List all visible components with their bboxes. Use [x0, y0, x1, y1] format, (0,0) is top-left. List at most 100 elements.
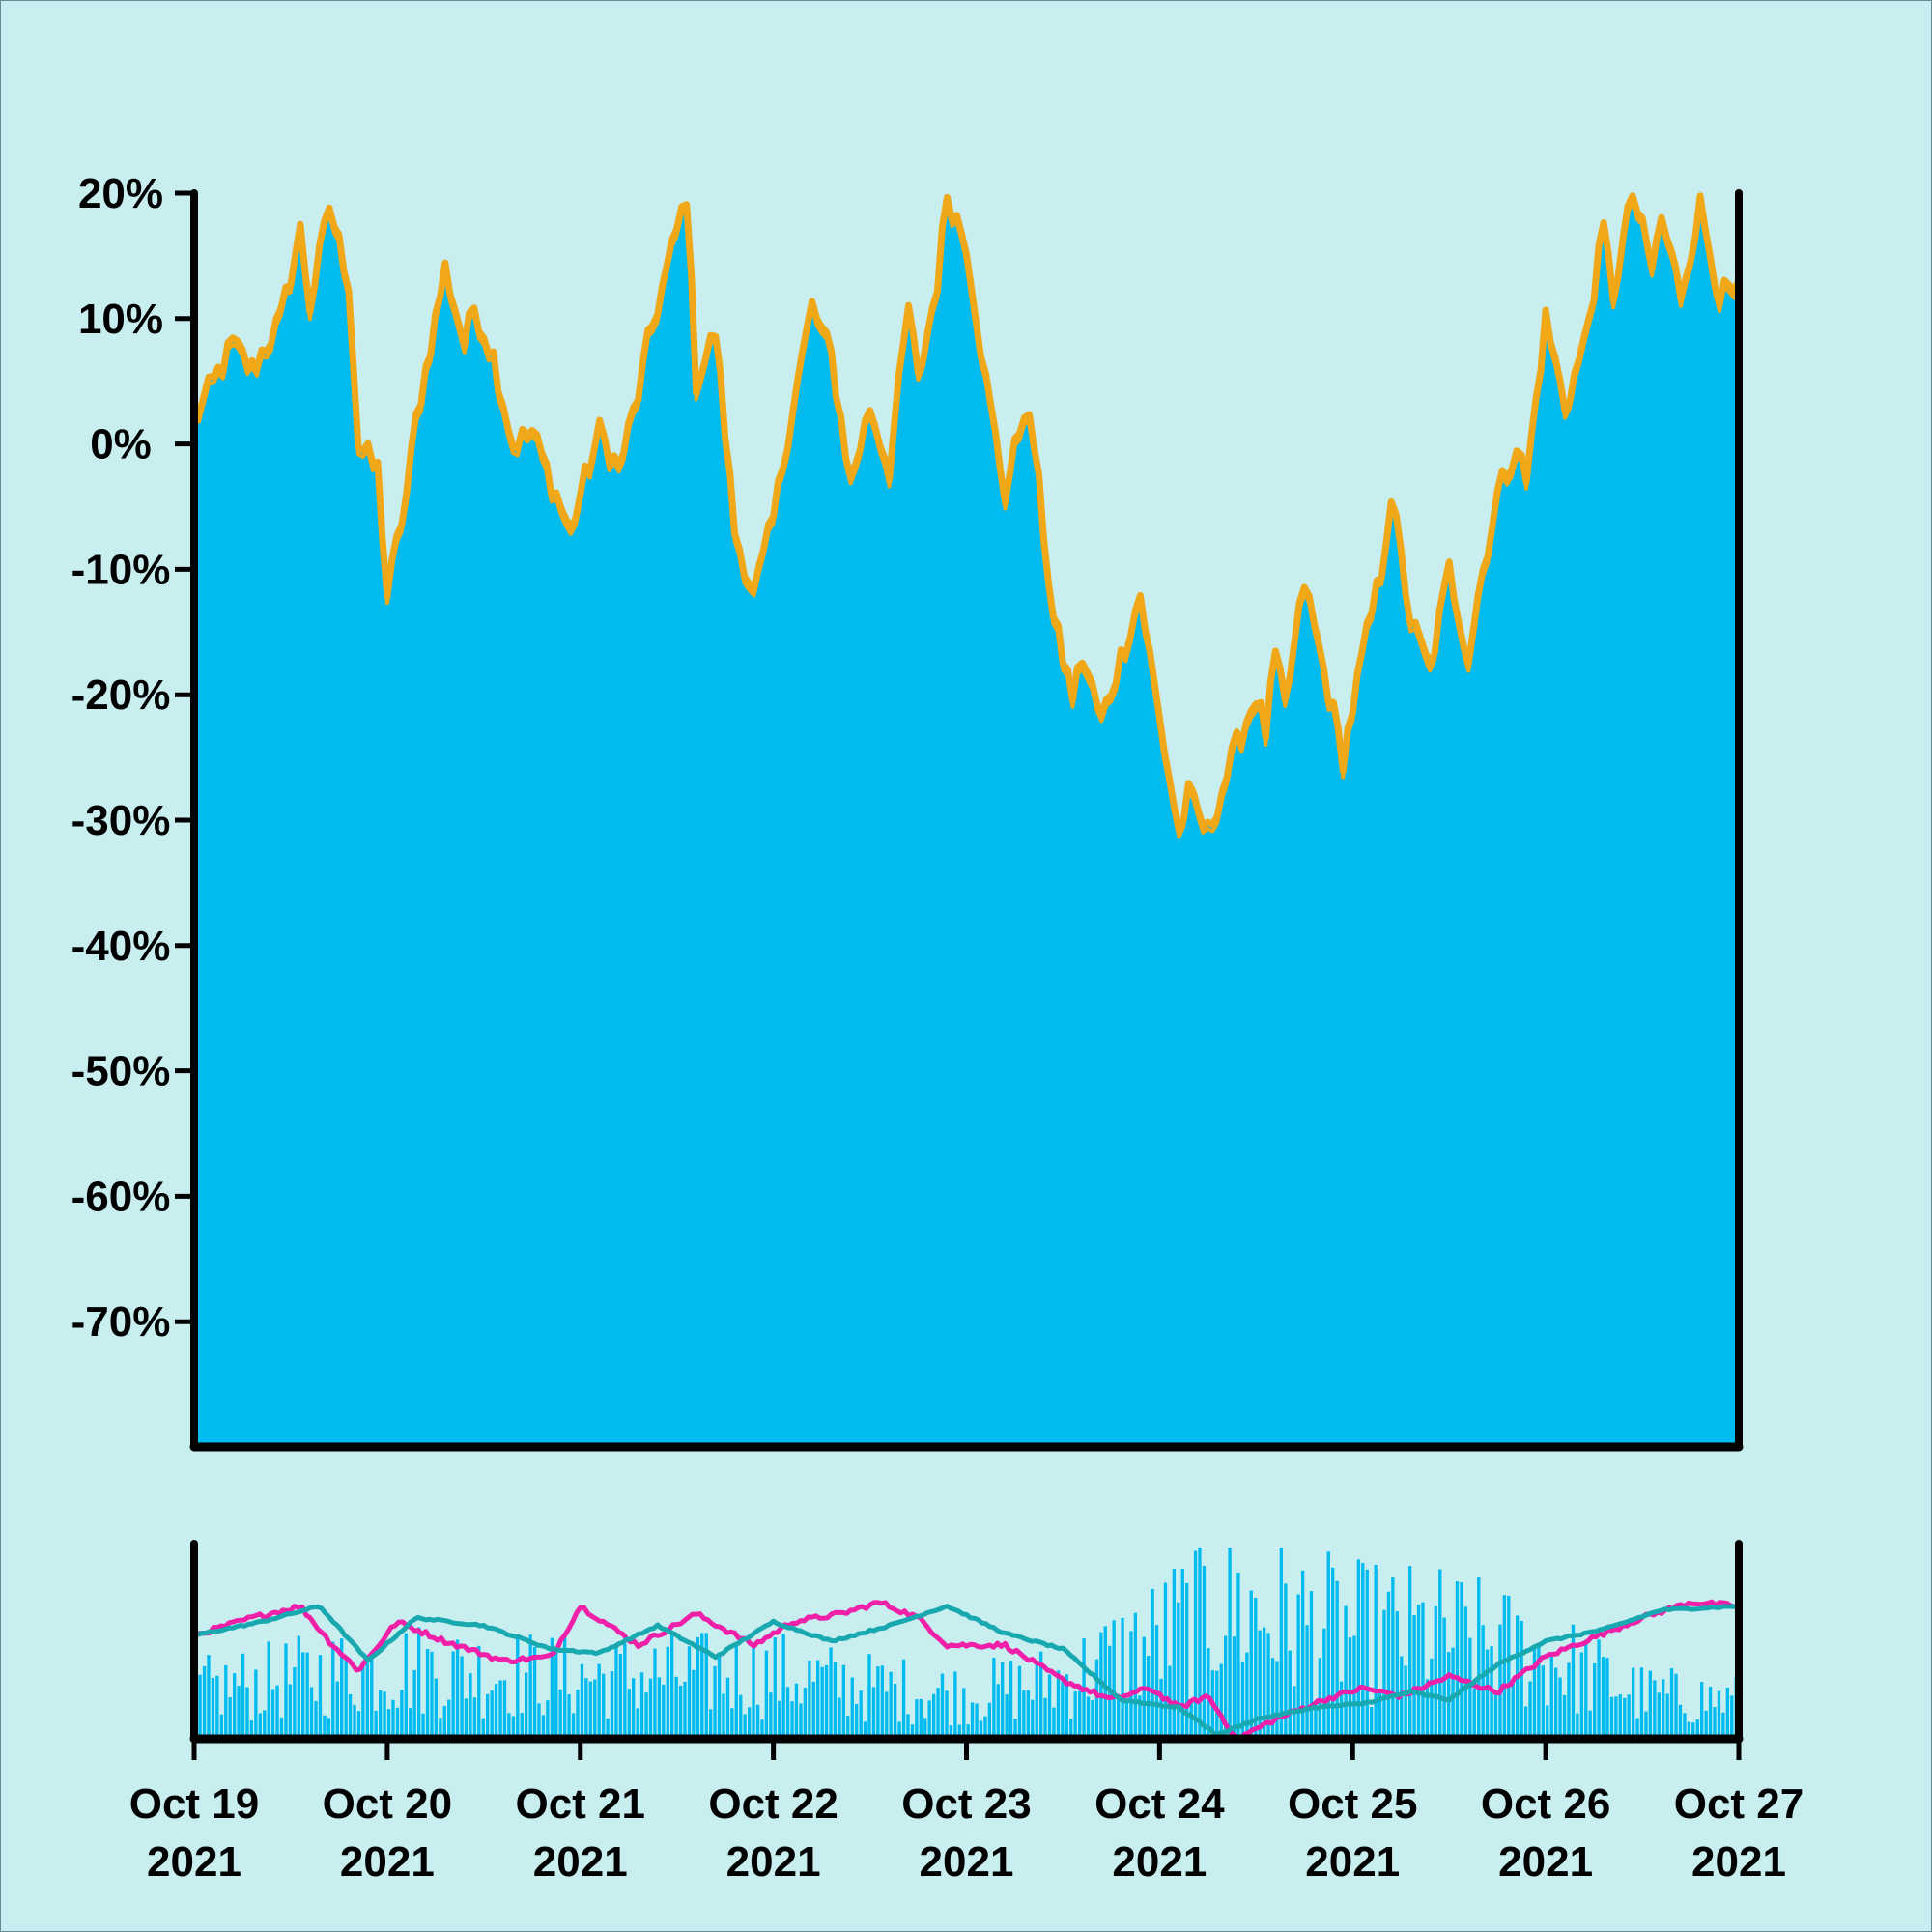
volume-bar: [1571, 1624, 1576, 1739]
volume-bar: [748, 1707, 752, 1739]
volume-bar: [957, 1724, 961, 1739]
volume-bar: [520, 1713, 524, 1739]
volume-bar: [1669, 1668, 1674, 1739]
x-tick-year-0: 2021: [147, 1838, 242, 1886]
x-tick-label-2: Oct 21: [515, 1780, 645, 1828]
volume-bar: [267, 1641, 270, 1739]
volume-bar: [687, 1646, 692, 1739]
moving-average-layer: [192, 1599, 1741, 1741]
x-tick-year-8: 2021: [1691, 1838, 1786, 1886]
volume-bar: [1326, 1551, 1330, 1739]
volume-bar: [537, 1703, 541, 1739]
volume-bar: [636, 1708, 639, 1739]
volume-bar: [1124, 1701, 1129, 1739]
volume-bar: [1460, 1582, 1463, 1739]
volume-bar: [1623, 1697, 1627, 1739]
volume-bar: [880, 1665, 885, 1739]
volume-bar: [1635, 1718, 1639, 1739]
volume-bar: [1185, 1583, 1189, 1739]
volume-bar: [778, 1700, 781, 1739]
volume-bar: [1091, 1700, 1094, 1739]
volume-bar: [1245, 1652, 1249, 1739]
volume-bar: [494, 1684, 498, 1739]
volume-bar: [709, 1709, 713, 1739]
volume-bar: [425, 1649, 430, 1739]
volume-bar: [348, 1694, 353, 1739]
volume-bar: [1352, 1635, 1356, 1739]
volume-bar: [442, 1705, 446, 1739]
volume-bar: [1378, 1690, 1382, 1739]
volume-bar: [867, 1654, 871, 1739]
volume-bar: [915, 1699, 919, 1739]
volume-bar: [808, 1660, 811, 1739]
volume-bar: [464, 1698, 469, 1739]
volume-bar: [1275, 1661, 1279, 1739]
volume-bar: [1022, 1690, 1026, 1739]
volume-bar: [417, 1627, 421, 1739]
volume-bar: [1579, 1652, 1584, 1739]
volume-bar: [1653, 1680, 1657, 1739]
volume-bar: [850, 1677, 854, 1739]
volume-bar: [1009, 1661, 1013, 1739]
y-tick-label-1: 10%: [78, 296, 163, 343]
volume-bar: [1549, 1656, 1553, 1739]
volume-bar: [400, 1690, 404, 1739]
volume-bar: [1374, 1564, 1378, 1739]
volume-bar: [340, 1638, 344, 1739]
volume-bar: [1717, 1690, 1721, 1739]
volume-panel: [189, 1540, 1744, 1744]
volume-bar: [696, 1637, 700, 1739]
volume-bar: [1605, 1658, 1609, 1739]
y-tick-label-0: 20%: [78, 170, 163, 217]
volume-bar: [1236, 1572, 1240, 1739]
volume-bar: [713, 1665, 717, 1739]
volume-bar: [1026, 1690, 1031, 1739]
volume-bar: [525, 1672, 528, 1739]
volume-bar: [1678, 1704, 1683, 1739]
volume-bar: [1404, 1665, 1407, 1739]
volume-bar: [923, 1718, 927, 1739]
volume-bar: [344, 1658, 348, 1739]
volume-bar: [627, 1689, 631, 1739]
volume-bar: [258, 1713, 262, 1739]
volume-bar: [1421, 1602, 1425, 1739]
volume-bar: [1481, 1625, 1485, 1739]
volume-bar: [1695, 1719, 1699, 1739]
volume-bar: [1438, 1569, 1442, 1739]
volume-bar: [1665, 1693, 1669, 1739]
volume-bar: [863, 1721, 867, 1739]
volume-bar: [1219, 1663, 1223, 1739]
volume-bar: [1086, 1696, 1091, 1739]
price-area-layer: [193, 192, 1743, 1448]
volume-bar: [606, 1718, 610, 1739]
volume-bar: [228, 1697, 232, 1739]
volume-bar: [1296, 1594, 1300, 1739]
volume-bar: [1434, 1606, 1437, 1739]
x-tick-label-7: Oct 26: [1481, 1780, 1611, 1828]
volume-bar: [395, 1707, 400, 1739]
volume-bar: [374, 1710, 378, 1739]
volume-bar: [755, 1704, 760, 1739]
volume-bar: [1576, 1713, 1579, 1739]
volume-bar: [1528, 1681, 1532, 1739]
volume-bar: [1391, 1577, 1395, 1739]
volume-bar: [301, 1652, 305, 1739]
volume-bar: [1477, 1577, 1481, 1739]
volume-bar: [614, 1642, 618, 1739]
volume-bar: [563, 1635, 567, 1739]
volume-bar: [760, 1719, 764, 1739]
x-tick-label-0: Oct 19: [129, 1780, 260, 1828]
volume-bar: [1224, 1635, 1228, 1739]
volume-bar: [233, 1673, 237, 1739]
volume-bar: [1117, 1697, 1121, 1739]
x-tick-label-8: Oct 27: [1674, 1780, 1804, 1828]
price-panel: 20% 10% 0% -10% -20% -30% -40% -50% -60% -70%: [71, 170, 1744, 1452]
volume-bar: [1129, 1631, 1133, 1739]
x-tick-label-6: Oct 25: [1288, 1780, 1418, 1828]
volume-bar: [1588, 1710, 1592, 1739]
volume-bar: [224, 1664, 228, 1739]
x-tick-label-3: Oct 22: [708, 1780, 838, 1828]
volume-bar: [1356, 1559, 1361, 1739]
volume-bar: [1335, 1580, 1339, 1739]
